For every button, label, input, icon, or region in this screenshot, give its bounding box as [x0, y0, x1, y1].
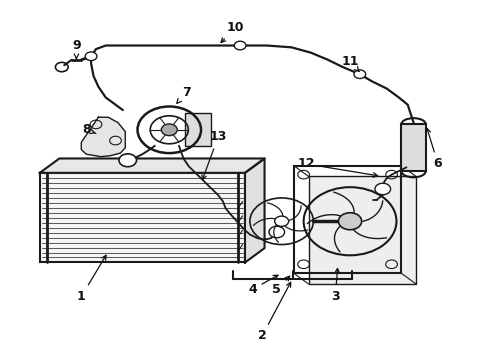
Polygon shape: [245, 158, 265, 262]
Circle shape: [269, 226, 285, 238]
Circle shape: [375, 183, 391, 195]
Bar: [294, 166, 401, 273]
Circle shape: [339, 213, 362, 230]
Text: 11: 11: [342, 55, 359, 72]
Text: 7: 7: [177, 86, 191, 103]
Circle shape: [354, 70, 366, 78]
Circle shape: [161, 124, 177, 136]
Text: 10: 10: [221, 21, 244, 42]
Polygon shape: [40, 158, 265, 173]
Text: 9: 9: [72, 39, 81, 59]
Text: 6: 6: [426, 129, 442, 170]
Text: 4: 4: [248, 275, 278, 296]
Bar: [309, 176, 416, 284]
Bar: [401, 125, 426, 171]
Bar: [185, 113, 211, 146]
Circle shape: [234, 41, 246, 50]
Text: 1: 1: [77, 255, 106, 303]
Bar: [40, 173, 245, 262]
Text: 13: 13: [202, 130, 227, 180]
Text: 12: 12: [297, 157, 378, 177]
Text: 5: 5: [272, 276, 290, 296]
Text: 3: 3: [331, 269, 340, 303]
Polygon shape: [81, 117, 125, 157]
Text: 8: 8: [82, 123, 96, 136]
Circle shape: [85, 52, 97, 60]
Text: 2: 2: [258, 282, 291, 342]
Circle shape: [119, 154, 137, 167]
